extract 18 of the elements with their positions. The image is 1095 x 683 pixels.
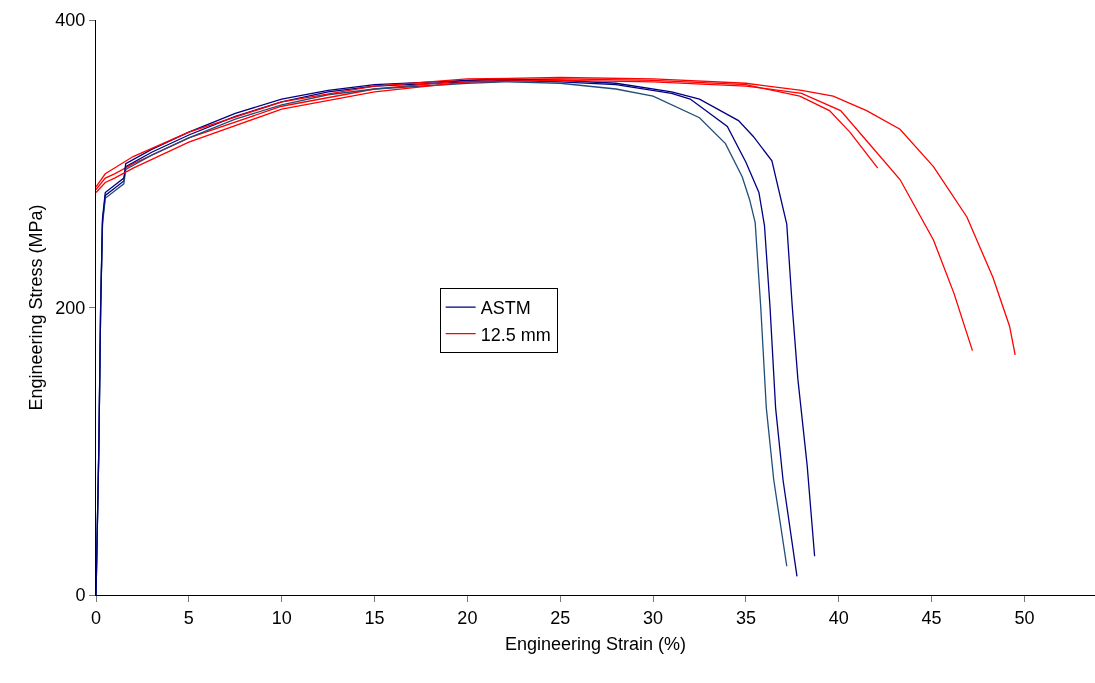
x-tick-label: 50 [1014, 607, 1035, 628]
x-tick-label: 20 [457, 607, 478, 628]
y-tick-label: 400 [55, 10, 86, 31]
y-tick-label: 0 [75, 585, 86, 606]
x-tick-label: 0 [90, 607, 102, 628]
x-tick-label: 30 [643, 607, 664, 628]
y-axis-title: Engineering Stress (MPa) [25, 204, 46, 411]
x-axis-title: Engineering Strain (%) [504, 633, 687, 654]
x-tick-label: 15 [364, 607, 385, 628]
x-tick-label: 25 [550, 607, 571, 628]
x-tick-label: 45 [921, 607, 942, 628]
x-tick-label: 5 [183, 607, 194, 628]
y-tick-label: 200 [55, 297, 86, 318]
legend-label: 12.5 mm [480, 324, 551, 345]
x-tick-label: 40 [828, 607, 849, 628]
x-tick-label: 35 [735, 607, 756, 628]
x-tick-label: 10 [271, 607, 292, 628]
legend-label: ASTM [480, 298, 531, 319]
